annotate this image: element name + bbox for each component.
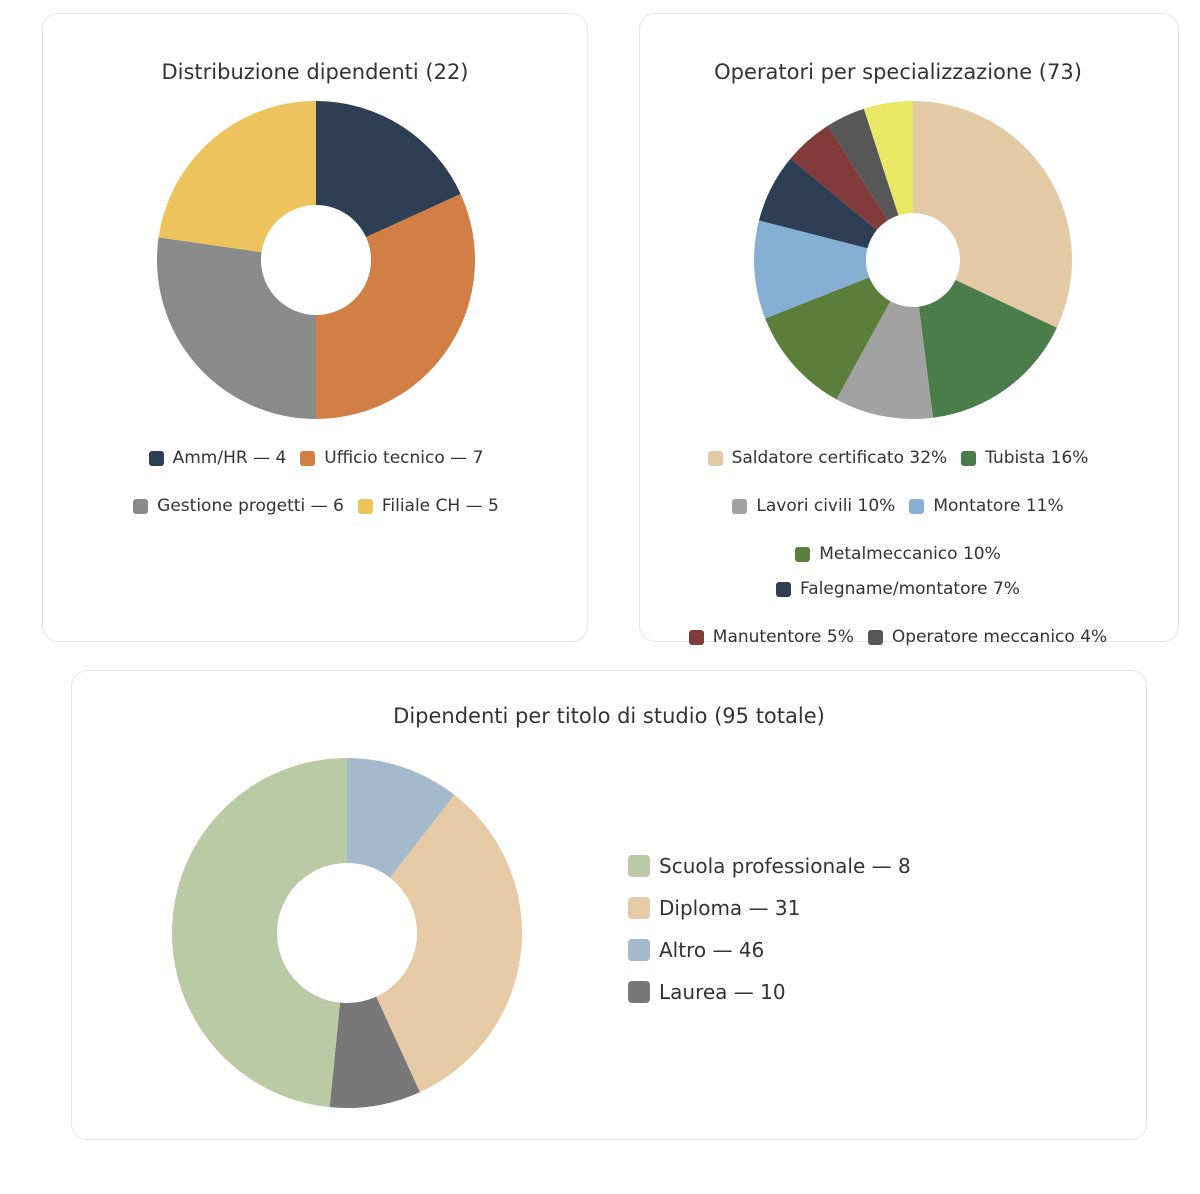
legend-label: Laurea — 10 (659, 980, 786, 1004)
legend-swatch (707, 450, 723, 466)
slice-tubista (918, 280, 1057, 418)
legend-item-montatore: Metalmeccanico 10% (795, 543, 1001, 565)
legend-swatch (961, 450, 977, 466)
legend-item-filiale-ch: Filiale CH — 5 (357, 495, 499, 517)
slice-gestione-progetti (157, 237, 316, 419)
slice-metalmeccanico (754, 220, 870, 319)
slice-saldatore-certificato (913, 101, 1072, 328)
slice-filiale-ch (158, 100, 316, 253)
legend-item-ufficio-tecnico: Ufficio tecnico — 7 (300, 447, 483, 469)
donut-chart (754, 101, 1072, 420)
slice-diploma (376, 794, 522, 1093)
chart-card-operatori: Operatori per specializzazione (73) Sald… (639, 13, 1179, 695)
slice-lavori-civili (836, 301, 933, 420)
legend-item-gestione-progetti: Gestione progetti — 6 (133, 495, 344, 517)
chart-card-titolo-studio: Dipendenti per titolo di studio (95 tota… (71, 670, 1147, 1140)
slice-falegname-montatore (758, 158, 877, 249)
legend-swatch (628, 897, 650, 919)
legend-item-saldatore-certificato: Saldatore certificato 32% (707, 447, 948, 469)
legend-label: Gestione progetti — 6 (157, 496, 344, 516)
legend-item-metalmeccanico: Montatore 11% (909, 495, 1064, 517)
slice-manutentore (790, 125, 888, 231)
slice-ufficio-tecnico (316, 193, 476, 419)
legend-item-lavori-civili: Lavori civili 10% (732, 495, 895, 517)
legend-item-diploma: Diploma — 31 (628, 897, 911, 919)
legend-label: Scuola professionale — 8 (659, 854, 911, 878)
legend-label: Amm/HR — 4 (172, 448, 287, 468)
legend-item-laurea: Altro — 46 (628, 939, 911, 961)
legend-item-falegname-montatore: Falegname/montatore 7% (776, 578, 1020, 600)
legend-label: Montatore 11% (933, 496, 1064, 516)
donut-chart (172, 758, 522, 1108)
chart-legend: Saldatore certificato 32% Tubista 16% Lavo… (660, 447, 1160, 696)
legend-swatch (732, 498, 748, 514)
legend-label: Lavori civili 10% (756, 496, 896, 516)
legend-swatch (148, 450, 164, 466)
legend-swatch (795, 546, 811, 562)
legend-label: Diploma — 31 (659, 896, 801, 920)
slice-laurea (347, 758, 455, 878)
legend-label: Filiale CH — 5 (381, 496, 499, 516)
chart-title: Operatori per specializzazione (73) (714, 60, 1082, 84)
slice-amm-hr (316, 101, 461, 238)
legend-swatch (628, 855, 650, 877)
legend-label: Altro — 46 (659, 938, 765, 962)
legend-label: Manutentore 5% (712, 627, 854, 647)
slice-altro (172, 758, 347, 1108)
slice-tuttofare (863, 101, 913, 216)
legend-swatch (133, 498, 149, 514)
legend-item-scuola-professionale: Laurea — 10 (628, 981, 911, 1003)
chart-card-distribuzione: Distribuzione dipendenti (22) Amm/HR — 4… (42, 13, 588, 642)
legend-label: Saldatore certificato 32% (731, 448, 948, 468)
legend-label: Falegname/montatore 7% (800, 579, 1020, 599)
legend-swatch (688, 629, 704, 645)
chart-legend: Scuola professionale — 8 Diploma — 31 Altr… (628, 855, 911, 1003)
donut-chart (157, 100, 476, 419)
legend-item-altro: Scuola professionale — 8 (628, 855, 911, 877)
legend-swatch (776, 581, 792, 597)
legend-label: Metalmeccanico 10% (819, 544, 1001, 564)
legend-item-manutentore: Manutentore 5% (688, 626, 854, 648)
legend-swatch (300, 450, 316, 466)
slice-operatore-meccanico (827, 108, 899, 221)
legend-item-operatore-meccanico: Operatore meccanico 4% (867, 626, 1108, 648)
legend-swatch (628, 981, 650, 1003)
chart-title: Distribuzione dipendenti (22) (161, 60, 469, 84)
legend-label: Tubista 16% (985, 448, 1089, 468)
chart-legend: Amm/HR — 4 Ufficio tecnico — 7 Gestione pr… (83, 447, 549, 517)
slice-scuola-professionale (329, 996, 420, 1108)
legend-item-amm-hr: Amm/HR — 4 (148, 447, 287, 469)
legend-swatch (357, 498, 373, 514)
legend-swatch (628, 939, 650, 961)
legend-swatch (909, 498, 925, 514)
chart-title: Dipendenti per titolo di studio (95 tota… (393, 704, 825, 728)
slice-montatore (765, 277, 891, 400)
legend-label: Ufficio tecnico — 7 (324, 448, 484, 468)
legend-label: Operatore meccanico 4% (891, 627, 1108, 647)
legend-swatch (867, 629, 883, 645)
legend-item-tubista: Tubista 16% (961, 447, 1088, 469)
